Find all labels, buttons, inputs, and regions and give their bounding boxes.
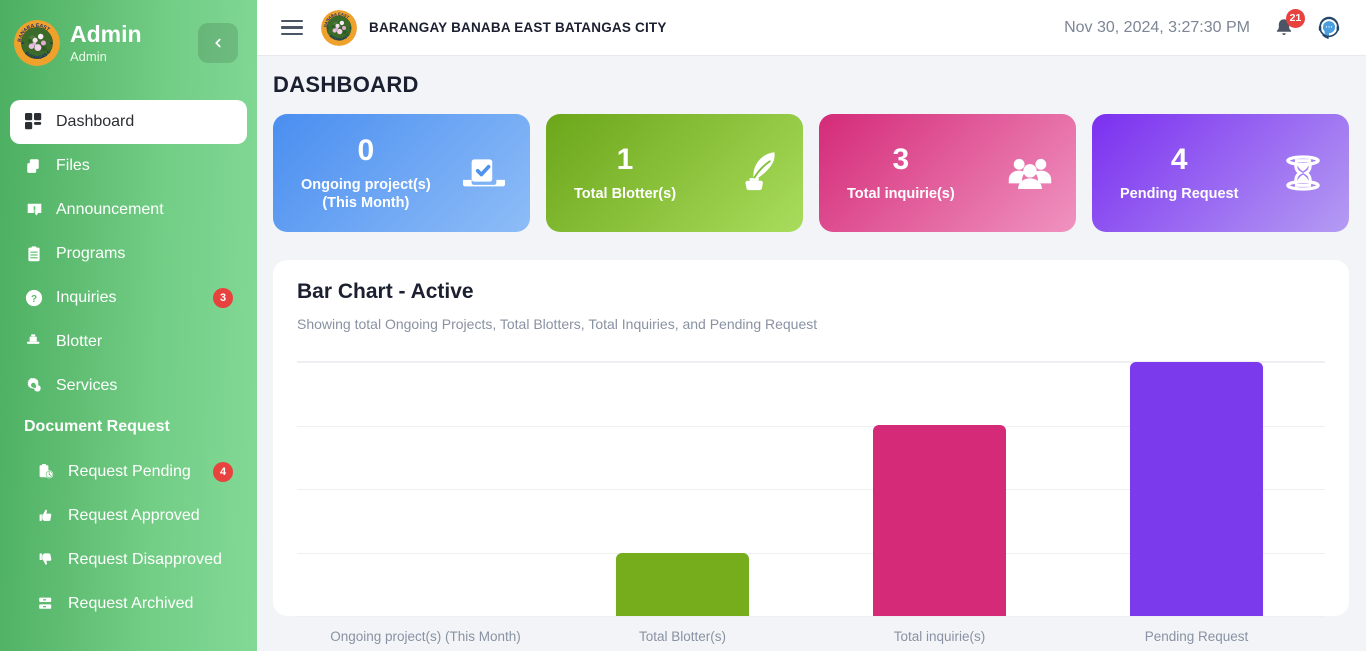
svg-text:?: ? xyxy=(31,294,37,305)
